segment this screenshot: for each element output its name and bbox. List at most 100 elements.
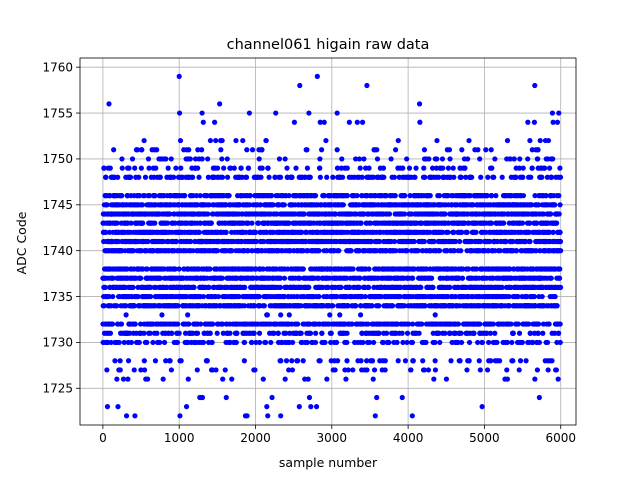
data-point — [349, 321, 355, 327]
data-point — [172, 220, 178, 226]
data-point — [277, 174, 284, 180]
data-point — [123, 312, 129, 318]
data-point — [141, 193, 148, 199]
data-point — [138, 165, 144, 171]
data-point — [362, 293, 368, 300]
data-point — [445, 229, 451, 235]
data-point — [374, 156, 381, 162]
data-point — [177, 137, 184, 144]
data-point — [366, 266, 372, 272]
data-point — [176, 330, 182, 336]
data-point — [359, 330, 365, 336]
data-point — [386, 211, 393, 217]
data-point — [432, 339, 438, 346]
data-point — [360, 339, 366, 346]
data-point — [231, 165, 237, 171]
data-point — [139, 147, 145, 153]
data-point — [475, 147, 481, 153]
data-point — [476, 358, 482, 364]
data-point — [125, 358, 132, 364]
data-point — [388, 156, 394, 162]
data-point — [224, 174, 231, 180]
data-point — [200, 293, 207, 300]
data-point — [317, 119, 323, 125]
data-point — [304, 339, 310, 346]
data-point — [282, 156, 288, 162]
data-point — [283, 330, 289, 336]
data-point — [455, 321, 462, 327]
data-point — [350, 266, 356, 272]
data-point — [104, 367, 110, 373]
data-point — [120, 376, 127, 382]
data-point — [256, 220, 262, 226]
data-point — [152, 220, 158, 226]
data-point — [458, 248, 464, 254]
data-point — [382, 367, 388, 373]
data-point — [364, 358, 370, 364]
data-point — [138, 275, 144, 281]
data-point — [298, 303, 304, 309]
data-point — [429, 275, 435, 281]
data-point — [241, 303, 248, 309]
data-point — [167, 358, 173, 364]
data-point — [393, 147, 399, 153]
data-point — [434, 156, 440, 162]
data-point — [264, 404, 270, 410]
data-point — [219, 321, 226, 327]
data-point — [199, 147, 205, 153]
data-point — [134, 147, 141, 153]
data-point — [137, 321, 144, 327]
data-point — [337, 312, 343, 318]
data-point — [397, 293, 403, 300]
data-point — [178, 358, 184, 364]
data-point — [125, 376, 131, 382]
data-point — [437, 339, 443, 346]
data-point — [165, 220, 171, 226]
data-point — [191, 284, 197, 290]
data-point — [281, 293, 288, 300]
data-point — [273, 110, 279, 116]
data-point — [413, 165, 419, 171]
data-point — [324, 376, 330, 382]
data-point — [142, 174, 149, 180]
data-point — [321, 119, 327, 125]
data-point — [114, 376, 120, 382]
data-point — [374, 147, 380, 153]
data-point — [229, 248, 235, 254]
data-point — [312, 193, 319, 199]
data-point — [344, 165, 350, 171]
data-point — [361, 156, 367, 162]
data-point — [386, 339, 392, 346]
data-point — [400, 165, 406, 171]
data-point — [132, 321, 138, 327]
data-point — [205, 211, 211, 217]
data-point — [350, 367, 356, 373]
data-point — [137, 193, 143, 199]
data-point — [393, 248, 399, 254]
data-point — [422, 174, 428, 180]
data-point — [205, 174, 211, 180]
data-point — [119, 193, 125, 199]
data-point — [371, 339, 377, 346]
data-point — [344, 275, 350, 281]
data-point — [286, 220, 292, 226]
data-point — [450, 165, 456, 171]
data-point — [282, 376, 288, 382]
data-point — [289, 339, 296, 346]
data-point — [300, 266, 306, 272]
data-point — [306, 284, 312, 290]
data-point — [240, 137, 246, 144]
data-point — [116, 339, 122, 346]
data-point — [228, 165, 234, 171]
data-point — [204, 358, 210, 364]
data-point — [446, 147, 453, 153]
data-point — [421, 367, 427, 373]
data-point — [101, 303, 107, 309]
data-point — [200, 339, 207, 346]
data-point — [173, 165, 179, 171]
data-point — [108, 339, 114, 346]
data-point — [312, 339, 319, 346]
data-point — [245, 220, 251, 226]
data-point — [391, 238, 398, 245]
data-point — [115, 404, 121, 410]
